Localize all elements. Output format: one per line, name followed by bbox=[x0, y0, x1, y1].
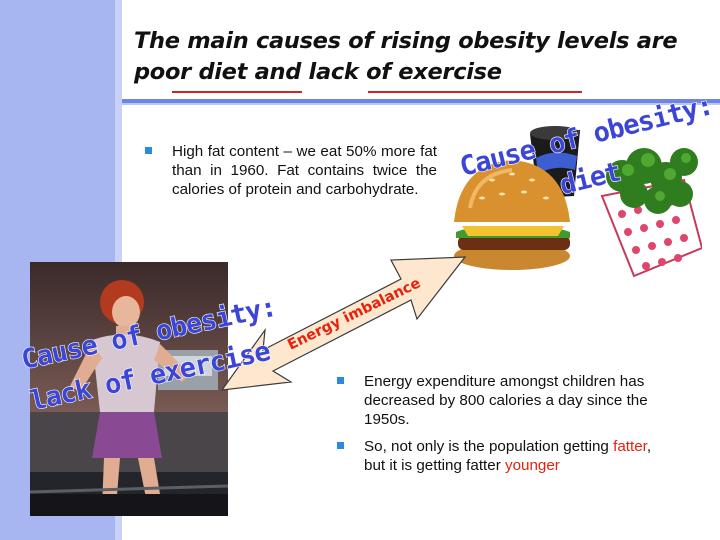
bullet-text-part: So, not only is the population getting bbox=[364, 438, 614, 455]
bullet-text: High fat content – we eat 50% more fat t… bbox=[172, 143, 437, 198]
bullet-item: High fat content – we eat 50% more fat t… bbox=[145, 142, 437, 199]
bullet-list-top: High fat content – we eat 50% more fat t… bbox=[145, 142, 437, 207]
square-bullet-icon bbox=[337, 442, 344, 449]
slide-title: The main causes of rising obesity levels… bbox=[134, 26, 704, 88]
title-underline-right bbox=[368, 91, 582, 93]
title-line-2: poor diet and lack of exercise bbox=[134, 59, 502, 85]
title-rule-highlight bbox=[122, 103, 720, 105]
bullet-text-part: , but it is getting fatter bbox=[364, 438, 652, 474]
exercise-photo bbox=[30, 262, 228, 516]
square-bullet-icon bbox=[337, 377, 344, 384]
title-underline-left bbox=[172, 91, 302, 93]
bullet-text: Energy expenditure amongst children has … bbox=[364, 373, 648, 428]
arrow-label: Energy imbalance bbox=[285, 275, 423, 353]
fast-food-image bbox=[454, 126, 702, 278]
title-rule bbox=[122, 99, 720, 105]
bullet-list-bottom: Energy expenditure amongst children has … bbox=[337, 372, 672, 483]
square-bullet-icon bbox=[145, 147, 152, 154]
bullet-item: So, not only is the population getting f… bbox=[337, 437, 672, 475]
emphasis-fatter: fatter bbox=[613, 438, 647, 455]
emphasis-younger: younger bbox=[504, 457, 560, 474]
title-line-1: The main causes of rising obesity levels… bbox=[134, 28, 678, 54]
bullet-item: Energy expenditure amongst children has … bbox=[337, 372, 672, 429]
